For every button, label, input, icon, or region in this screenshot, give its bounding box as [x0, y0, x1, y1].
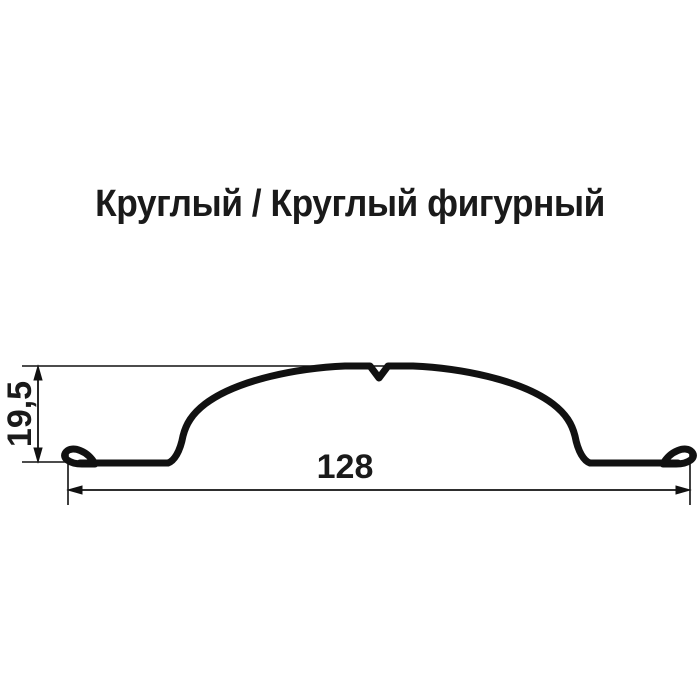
height-dimension: [33, 364, 43, 464]
right-hook: [659, 445, 697, 468]
left-hook: [61, 445, 99, 468]
width-arrow-left-icon: [66, 485, 83, 495]
width-arrow-right-icon: [675, 485, 692, 495]
page-title: Круглый / Круглый фигурный: [95, 183, 605, 225]
width-dimension-label: 128: [317, 448, 374, 486]
height-dimension-label-group: 19,5: [1, 381, 39, 447]
height-dimension-label: 19,5: [1, 381, 39, 447]
profile-outline: [61, 362, 697, 468]
profile-body: [76, 362, 682, 467]
height-arrow-up-icon: [33, 364, 43, 381]
width-dimension: [66, 485, 692, 495]
height-arrow-down-icon: [33, 447, 43, 464]
